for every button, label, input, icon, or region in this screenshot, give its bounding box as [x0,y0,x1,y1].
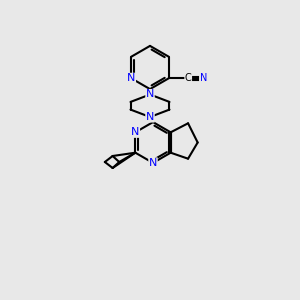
Text: N: N [146,112,154,122]
Text: N: N [149,158,157,168]
Text: C: C [185,73,192,83]
Text: N: N [200,73,207,83]
Text: N: N [127,73,136,83]
Text: N: N [131,127,140,137]
Text: N: N [146,89,154,100]
